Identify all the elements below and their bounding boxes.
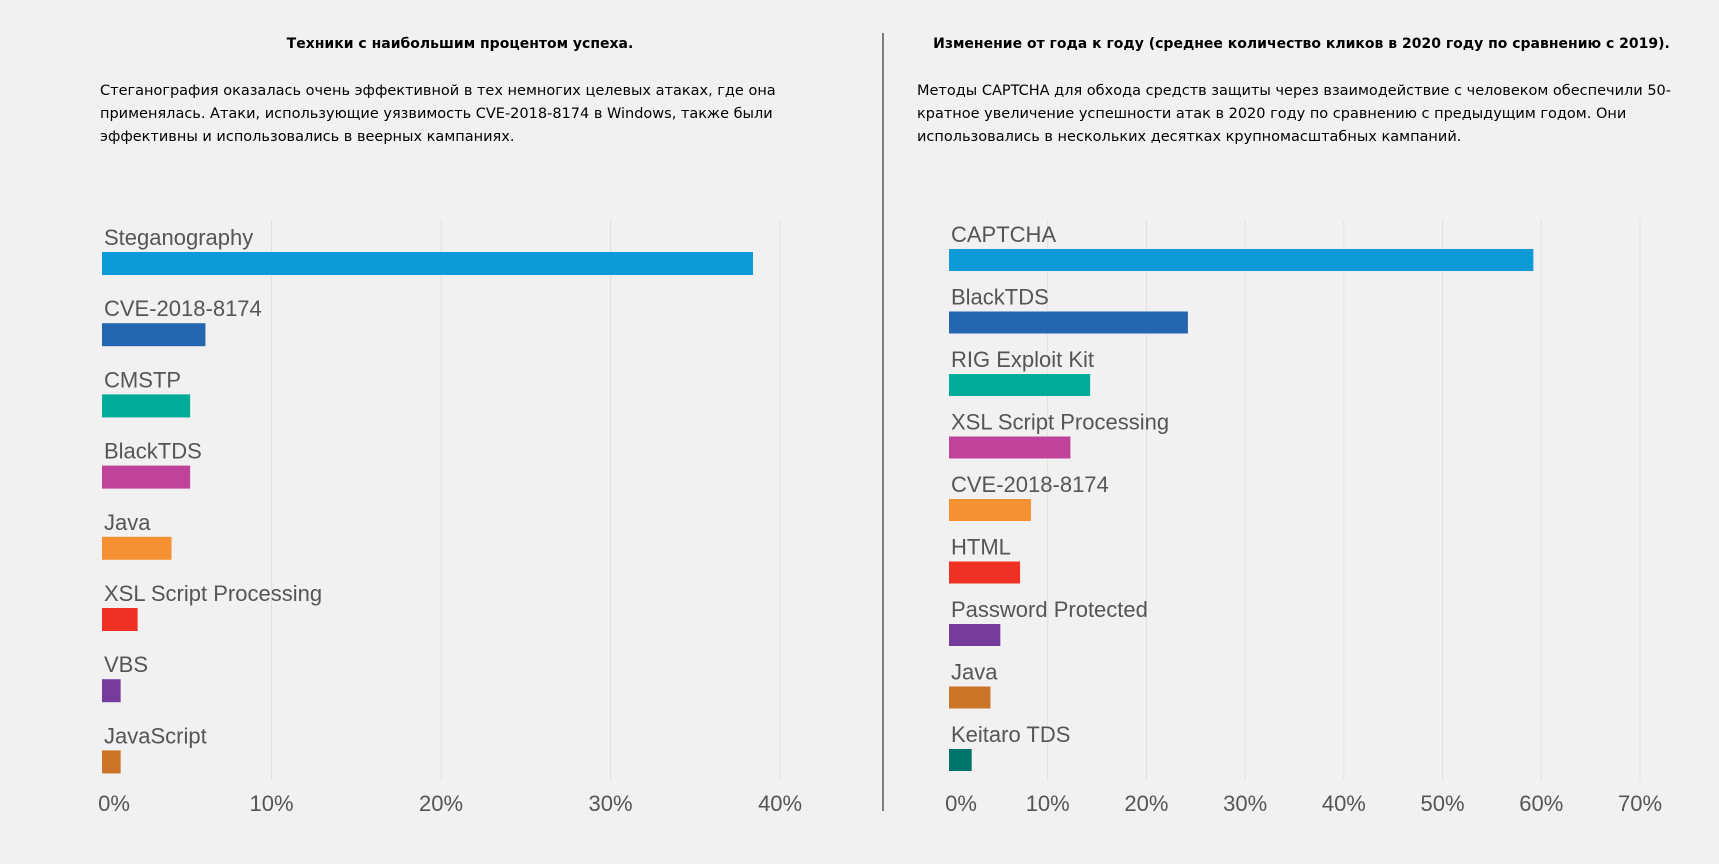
x-tick-label: 20% — [1124, 791, 1168, 816]
bar — [102, 750, 121, 774]
bar — [949, 499, 1031, 521]
bar — [949, 686, 991, 709]
left-title: Техники с наибольшим процентом успеха. — [286, 36, 634, 52]
left-description: Стеганография оказалась очень эффективно… — [100, 83, 776, 145]
category-label: XSL Script Processing — [104, 581, 322, 606]
x-tick-label: 20% — [419, 791, 463, 816]
bar — [949, 374, 1091, 396]
bar — [102, 608, 138, 631]
right-panel: Изменение от года к году (среднее количе… — [884, 0, 1719, 864]
bar — [949, 624, 1001, 646]
right-description: Методы CAPTCHA для обхода средств защиты… — [917, 83, 1671, 145]
category-label: RIG Exploit Kit — [951, 347, 1094, 372]
category-label: BlackTDS — [104, 439, 202, 464]
category-label: CAPTCHA — [951, 222, 1056, 247]
panel-divider — [882, 33, 884, 811]
category-label: BlackTDS — [951, 285, 1049, 310]
category-label: VBS — [104, 652, 148, 677]
bar — [102, 679, 121, 703]
category-label: JavaScript — [104, 723, 207, 748]
bar — [102, 323, 206, 347]
x-tick-label: 40% — [758, 791, 802, 816]
x-tick-label: 0% — [945, 791, 977, 816]
right-bar-chart: 0% 10% 20% 30% 40% 50% 60% 70% CAPTCHA BlackTDS RI… — [945, 220, 1662, 816]
bar — [949, 249, 1534, 271]
category-label: Password Protected — [951, 597, 1148, 622]
x-tick-label: 10% — [250, 791, 294, 816]
category-label: CVE-2018-8174 — [104, 296, 262, 321]
bar — [949, 436, 1071, 459]
left-panel: Техники с наибольшим процентом успеха. С… — [98, 36, 802, 816]
bar — [102, 394, 191, 418]
x-tick-label: 50% — [1421, 791, 1465, 816]
category-label: Java — [951, 660, 998, 685]
x-tick-label: 30% — [1223, 791, 1267, 816]
x-tick-label: 60% — [1519, 791, 1563, 816]
x-tick-label: 30% — [589, 791, 633, 816]
category-label: HTML — [951, 535, 1011, 560]
category-label: Java — [104, 510, 151, 535]
bar — [102, 252, 753, 275]
x-tick-label: 70% — [1618, 791, 1662, 816]
x-tick-label: 40% — [1322, 791, 1366, 816]
bar — [949, 561, 1021, 584]
left-bar-chart: 0% 10% 20% 30% 40% Steganography CVE-2018-8174… — [98, 220, 802, 816]
category-label: Steganography — [104, 225, 253, 250]
bar — [102, 465, 191, 489]
category-label: Keitaro TDS — [951, 722, 1070, 747]
category-label: CMSTP — [104, 367, 181, 392]
x-tick-label: 10% — [1026, 791, 1070, 816]
right-title: Изменение от года к году (среднее количе… — [933, 36, 1670, 52]
bar — [949, 749, 972, 771]
category-label: XSL Script Processing — [951, 410, 1169, 435]
category-label: CVE-2018-8174 — [951, 472, 1109, 497]
x-tick-label: 0% — [98, 791, 130, 816]
bar — [949, 311, 1188, 334]
bar — [102, 536, 172, 560]
